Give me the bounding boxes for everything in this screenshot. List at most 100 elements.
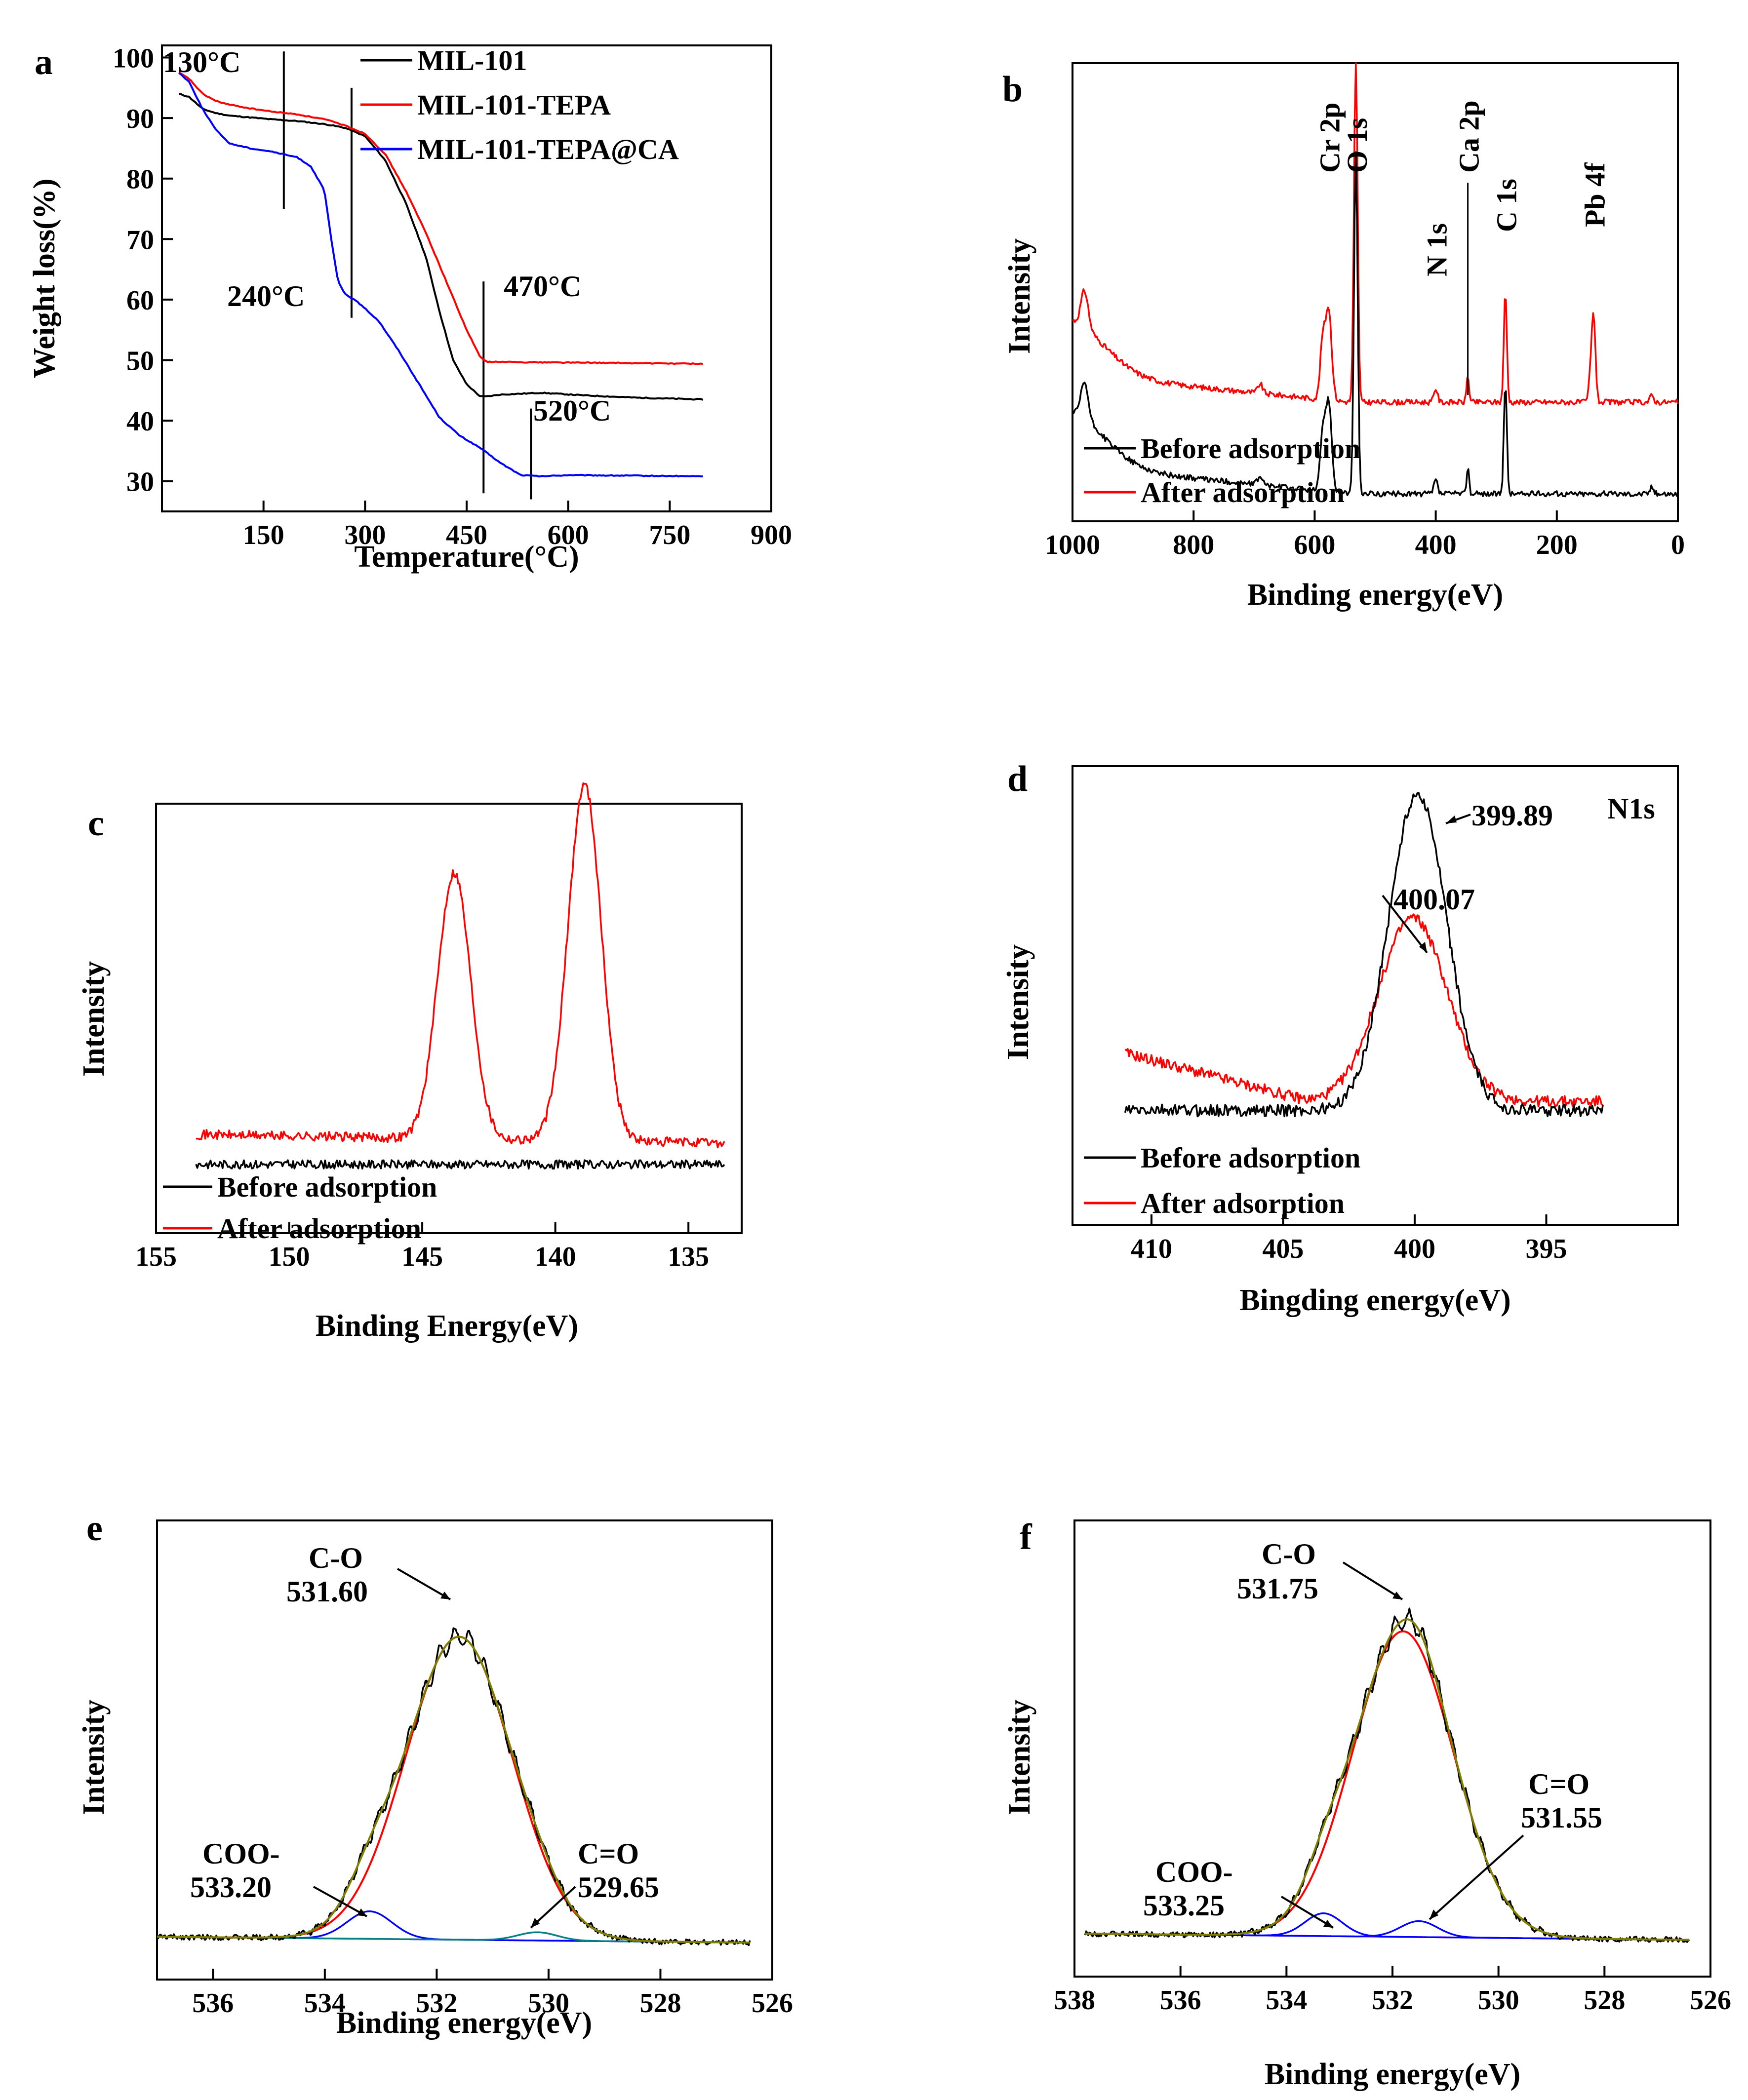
series-line-before-adsorption-c	[195, 1159, 725, 1170]
y-tick-label-a-30: 30	[126, 467, 154, 498]
x-tick-label-d-410: 410	[1131, 1234, 1172, 1264]
series-group-d	[1124, 792, 1604, 1118]
label-coo-name-f: COO-	[1155, 1856, 1233, 1888]
x-tick-label-panel4-528: 528	[639, 1988, 681, 2019]
arrow-co-e	[397, 1568, 451, 1600]
arrowhead-coo-f	[1323, 1920, 1333, 1928]
label-co-name-f: C-O	[1262, 1538, 1316, 1570]
panel-d: d 410 405 400 395 N1s 399.89 400.07 Before …	[1001, 759, 1679, 1317]
y-axis-label-c: Intensity	[77, 961, 111, 1077]
arrowhead-co-e	[440, 1592, 450, 1599]
panel-label-c: c	[88, 803, 104, 844]
label-c=o-name-f: C=O	[1528, 1768, 1589, 1800]
plot-frame-c	[155, 803, 743, 1234]
x-tick-label-b-600: 600	[1294, 530, 1335, 560]
series-line-mil-101	[178, 92, 704, 401]
legend-label-before-d: Before adsorption	[1141, 1142, 1360, 1174]
x-tick-label-c-135: 135	[668, 1242, 709, 1272]
peak-label-400-07: 400.07	[1393, 883, 1475, 916]
spectrum-title-d: N1s	[1607, 792, 1655, 825]
x-tick-label-panel5-526: 526	[1690, 1985, 1731, 2016]
y-axis-label-b: Intensity	[1003, 238, 1036, 354]
legend-label-tepa: MIL-101-TEPA	[417, 89, 611, 121]
peak-label-b-ca-2p: Ca 2p	[1453, 100, 1485, 173]
annotation-130: 130°C	[163, 46, 240, 78]
plot-frame-e	[156, 1519, 773, 1981]
arrow-c=o-f	[1429, 1834, 1524, 1920]
arrow-400-07	[1382, 894, 1428, 954]
arrowhead-399-89	[1446, 816, 1457, 823]
axis-ticks-a: 150 300 450 600 750 900 30 40 50 60 70 80 90 100	[113, 43, 792, 550]
peak-label-b-pb-4f: Pb 4f	[1579, 162, 1611, 227]
x-tick-label-a-450: 450	[446, 520, 487, 550]
x-tick-label-panel4-534: 534	[304, 1988, 346, 2019]
panel-e: e 536 534 532 530 528 526 C-O 531.60 COO- 533…	[77, 1508, 793, 2040]
peak-label-399-89: 399.89	[1471, 799, 1553, 832]
x-tick-label-panel4-530: 530	[528, 1988, 569, 2019]
series-line-after-adsorption-b	[1072, 62, 1679, 406]
x-tick-label-panel5-528: 528	[1584, 1985, 1625, 2016]
x-tick-label-c-145: 145	[401, 1242, 443, 1272]
arrowhead-400-07	[1419, 942, 1427, 953]
legend-label-after-d: After adsorption	[1141, 1187, 1345, 1219]
raw-data-line-panel5	[1084, 1607, 1690, 1943]
panel-c: c 155 150 145 140 135 Before adsorption Afte…	[77, 782, 743, 1343]
y-tick-label-a-60: 60	[126, 285, 154, 316]
x-tick-label-c-150: 150	[269, 1242, 310, 1272]
y-axis-label-f: Intensity	[1003, 1700, 1036, 1815]
arrowhead-c=o-e	[531, 1918, 540, 1928]
x-tick-label-b-1000: 1000	[1045, 530, 1100, 560]
series-line-mil-101-tepa	[178, 71, 703, 365]
annotation-520: 520°C	[533, 394, 611, 427]
label-coo-name-e: COO-	[202, 1837, 280, 1870]
x-tick-label-a-600: 600	[548, 520, 589, 550]
x-tick-label-d-395: 395	[1525, 1234, 1567, 1264]
x-tick-label-c-155: 155	[135, 1242, 177, 1272]
annotation-470: 470°C	[504, 270, 581, 303]
peak-label-b-cr-2p: Cr 2p	[1314, 103, 1346, 173]
y-tick-label-a-100: 100	[113, 43, 154, 74]
annotation-240: 240°C	[227, 280, 305, 312]
arrow-coo-f	[1280, 1896, 1334, 1929]
x-tick-label-a-750: 750	[649, 520, 690, 550]
arrow-coo-e	[313, 1886, 367, 1917]
y-tick-label-a-50: 50	[126, 346, 154, 377]
legend-label-before-c: Before adsorption	[217, 1171, 437, 1203]
series-line-mil-101-tepa-ca	[178, 72, 703, 478]
arrow-c=o-e	[530, 1886, 576, 1929]
arrowhead-c=o-f	[1430, 1909, 1438, 1919]
series-line-after-adsorption-d	[1124, 913, 1603, 1108]
peak-label-b-o-1s: O 1s	[1341, 118, 1373, 173]
series-line-before-adsorption-b	[1072, 151, 1679, 498]
envelope-fit-line-panel5	[1085, 1618, 1690, 1941]
panel-a: a 150 300 450 600 750 900 30 40 50 60 70 80 90 100 13…	[28, 42, 792, 574]
label-c=o-value-f: 531.55	[1521, 1801, 1602, 1834]
label-coo-value-e: 533.20	[190, 1871, 272, 1904]
x-tick-label-b-400: 400	[1415, 530, 1457, 560]
legend-label-tepaca: MIL-101-TEPA@CA	[417, 133, 679, 165]
y-tick-label-a-90: 90	[126, 104, 154, 134]
panel-label-b: b	[1002, 69, 1023, 110]
x-tick-label-panel4-526: 526	[752, 1988, 793, 2019]
x-axis-label-d: Bingding energy(eV)	[1239, 1283, 1510, 1317]
series-group-e	[156, 1627, 751, 1946]
x-tick-label-c-140: 140	[535, 1242, 576, 1272]
x-tick-label-b-800: 800	[1173, 530, 1214, 560]
y-axis-label-a: Weight loss(%)	[28, 179, 61, 379]
plot-frame-b	[1072, 62, 1679, 522]
x-tick-label-panel5-530: 530	[1478, 1985, 1519, 2016]
envelope-fit-line-panel4	[157, 1635, 750, 1944]
arrow-co-f	[1342, 1561, 1403, 1600]
peak-labels-b: Cr 2pO 1s N 1s Ca 2pC 1s Pb 4f	[1314, 100, 1611, 395]
annotation-lines-a	[282, 51, 532, 500]
axis-ticks-d: 410 405 400 395	[1131, 1214, 1567, 1264]
x-tick-label-b-200: 200	[1536, 530, 1578, 560]
panel-label-e: e	[86, 1508, 103, 1549]
legend-label-after-b: After adsorption	[1141, 476, 1345, 508]
x-tick-label-a-300: 300	[344, 520, 386, 550]
legend-label-after-c: After adsorption	[217, 1212, 421, 1244]
legend-a: MIL-101 MIL-101-TEPA MIL-101-TEPA@CA	[360, 44, 679, 165]
series-group-c	[195, 782, 725, 1170]
series-group-a	[178, 71, 704, 478]
